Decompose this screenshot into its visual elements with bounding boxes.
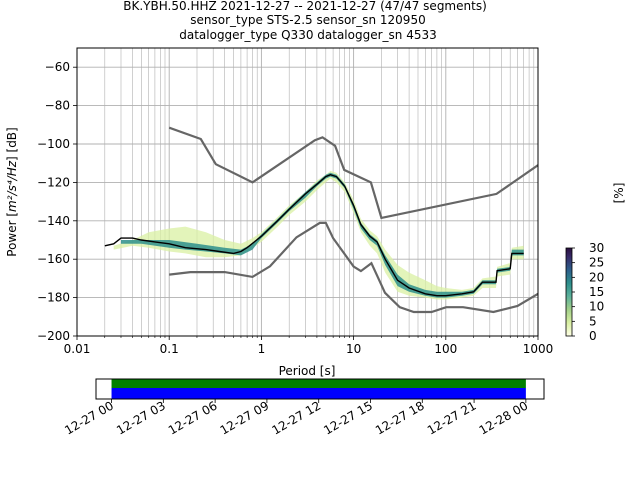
time-tick-label: 12-27 09	[218, 398, 272, 437]
colorbar-tick-label: 30	[589, 241, 604, 255]
coverage-bar-good	[111, 379, 526, 388]
y-tick-label: −100	[37, 137, 70, 151]
time-tick-label: 12-27 00	[62, 398, 116, 437]
title-line-1: BK.YBH.50.HHZ 2021-12-27 -- 2021-12-27 (…	[123, 0, 487, 13]
x-axis-label: Period [s]	[279, 364, 336, 378]
x-tick-label: 1000	[523, 342, 554, 356]
x-tick-label: 1	[258, 342, 266, 356]
colorbar-tick-label: 25	[589, 256, 604, 270]
coverage-bar-data	[111, 388, 526, 399]
ppsd-plot: −200 −180 −160 −140 −120 −100 −80 −60 0.01 0.1 1 1…	[5, 47, 554, 378]
y-tick-label: −120	[37, 175, 70, 189]
colorbar-tick-label: 0	[589, 329, 597, 343]
density-outer-band	[113, 170, 524, 300]
colorbar-tick-label: 10	[589, 300, 604, 314]
time-tick-label: 12-27 15	[321, 398, 375, 437]
x-tick-label: 100	[434, 342, 457, 356]
coverage-frame	[95, 378, 545, 400]
time-tick-label: 12-27 21	[425, 398, 479, 437]
x-tick-label: 10	[346, 342, 361, 356]
colorbar-tick-label: 20	[589, 270, 604, 284]
title-line-2: sensor_type STS-2.5 sensor_sn 120950	[190, 13, 425, 27]
time-tick-label: 12-28 00	[477, 398, 531, 437]
y-tick-label: −140	[37, 214, 70, 228]
x-axis: 0.01 0.1 1 10 100 1000	[64, 336, 554, 356]
mode-line	[104, 173, 524, 297]
psd-density	[113, 170, 524, 300]
plot-frame	[76, 47, 539, 337]
time-tick-label: 12-27 12	[269, 398, 323, 437]
colorbar-tick-label: 15	[589, 285, 604, 299]
time-tick-label: 12-27 18	[373, 398, 427, 437]
colorbar-gradient	[565, 247, 573, 337]
y-tick-label: −80	[45, 99, 70, 113]
nhnm-line	[168, 126, 538, 220]
time-tick-label: 12-27 06	[166, 398, 220, 437]
y-tick-label: −60	[45, 60, 70, 74]
y-tick-label: −200	[37, 329, 70, 343]
psd-curves	[104, 126, 538, 314]
y-axis: −200 −180 −160 −140 −120 −100 −80 −60	[37, 60, 77, 343]
colorbar-label: [%]	[612, 183, 626, 204]
x-tick-label: 0.01	[64, 342, 91, 356]
y-tick-label: −160	[37, 252, 70, 266]
x-tick-label: 0.1	[160, 342, 179, 356]
time-tick-label: 12-27 03	[114, 398, 168, 437]
colorbar-tick-label: 5	[589, 314, 597, 328]
y-tick-label: −180	[37, 291, 70, 305]
nlnm-line	[169, 221, 538, 314]
y-axis-label: Power [m²/s⁴/Hz] [dB]	[5, 127, 19, 256]
title-line-3: datalogger_type Q330 datalogger_sn 4533	[179, 28, 437, 42]
